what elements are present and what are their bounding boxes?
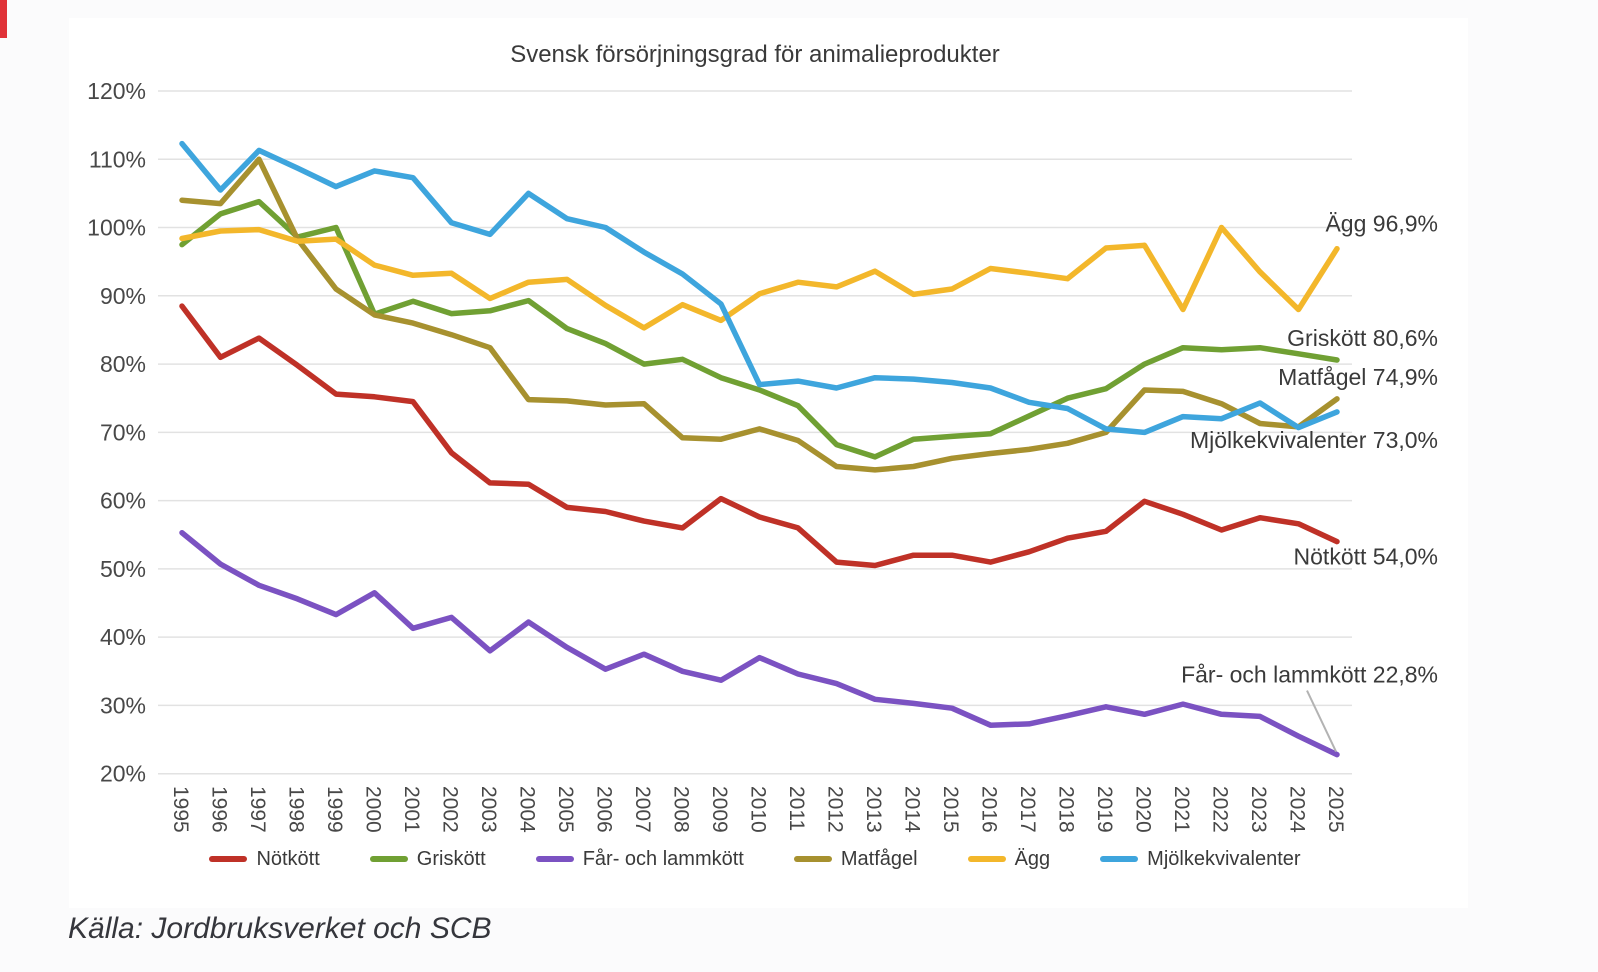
legend-item: Mjölkekvivalenter <box>1100 847 1301 871</box>
legend-swatch-icon <box>793 856 832 862</box>
y-axis-label-100: 100% <box>87 215 146 241</box>
x-axis-label-2018: 2018 <box>1055 786 1078 833</box>
y-axis-label-50: 50% <box>100 556 146 582</box>
series-line-0 <box>179 303 1340 569</box>
legend-label: Får- och lammkött <box>582 847 744 870</box>
x-axis-label-2022: 2022 <box>1209 786 1232 833</box>
x-axis-label-2020: 2020 <box>1132 786 1155 833</box>
source-note: Källa: Jordbruksverket och SCB <box>68 912 492 945</box>
x-axis-label-2016: 2016 <box>978 786 1001 833</box>
series-end-label-5: Mjölkekvivalenter 73,0% <box>1190 427 1438 453</box>
x-axis-label-2015: 2015 <box>939 786 962 833</box>
chart-panel <box>69 18 1468 908</box>
x-axis-label-2024: 2024 <box>1286 786 1309 833</box>
x-axis-label-1997: 1997 <box>246 786 269 833</box>
x-axis-label-2019: 2019 <box>1093 786 1116 833</box>
x-axis-label-2001: 2001 <box>400 786 423 833</box>
legend-swatch-icon <box>209 856 248 862</box>
series-end-label-0: Nötkött 54,0% <box>1294 544 1438 570</box>
x-axis-label-2023: 2023 <box>1247 786 1270 833</box>
x-axis-label-1998: 1998 <box>285 786 308 833</box>
x-axis-label-2000: 2000 <box>362 786 385 833</box>
series-end-label-3: Matfågel 74,9% <box>1278 364 1438 390</box>
series-line-4 <box>179 224 1340 331</box>
series-line-2 <box>179 529 1340 758</box>
x-axis-label-2009: 2009 <box>708 786 731 833</box>
x-axis-label-2014: 2014 <box>901 786 924 833</box>
x-axis-label-2010: 2010 <box>747 786 770 833</box>
legend-item: Griskött <box>369 847 486 871</box>
y-axis-label-90: 90% <box>100 283 146 309</box>
legend-item: Nötkött <box>209 847 320 871</box>
chart-title: Svensk försörjningsgrad för animalieprod… <box>510 41 1000 68</box>
x-axis-label-1996: 1996 <box>208 786 231 833</box>
label-leader-line <box>1306 690 1337 753</box>
legend-swatch-icon <box>535 856 574 862</box>
series-end-label-2: Får- och lammkött 22,8% <box>1181 662 1438 688</box>
y-axis-label-120: 120% <box>87 78 146 104</box>
x-axis-label-2025: 2025 <box>1324 786 1347 833</box>
legend-swatch-icon <box>1100 856 1139 862</box>
series-line-1 <box>179 198 1340 460</box>
x-axis-label-2017: 2017 <box>1016 786 1039 833</box>
x-axis-label-2004: 2004 <box>516 786 539 833</box>
legend-item: Får- och lammkött <box>535 847 744 871</box>
legend-label: Ägg <box>1014 847 1051 870</box>
legend-label: Mjölkekvivalenter <box>1147 847 1301 870</box>
series-line-3 <box>179 156 1340 473</box>
y-axis-label-60: 60% <box>100 488 146 514</box>
legend-label: Nötkött <box>256 847 320 870</box>
chart-legend: Nötkött Griskött Får- och lammkött Matfågel… <box>158 844 1352 874</box>
x-axis-label-2008: 2008 <box>670 786 693 833</box>
x-axis-label-2013: 2013 <box>862 786 885 833</box>
x-axis-label-2011: 2011 <box>785 786 808 831</box>
red-accent-strip <box>0 0 7 38</box>
legend-swatch-icon <box>369 856 408 862</box>
x-axis-label-2012: 2012 <box>824 786 847 833</box>
legend-label: Griskött <box>416 847 486 870</box>
series-line-5 <box>179 140 1340 436</box>
y-axis-label-70: 70% <box>100 419 146 445</box>
legend-item: Ägg <box>967 847 1051 871</box>
x-axis-label-2005: 2005 <box>554 786 577 833</box>
y-axis-label-110: 110% <box>89 146 146 172</box>
x-axis-label-1999: 1999 <box>323 786 346 833</box>
y-axis-label-80: 80% <box>100 351 146 377</box>
x-axis-label-2021: 2021 <box>1170 786 1193 833</box>
series-end-label-1: Griskött 80,6% <box>1287 325 1438 351</box>
x-axis-label-1995: 1995 <box>169 786 192 833</box>
legend-swatch-icon <box>967 856 1006 862</box>
y-axis-label-20: 20% <box>100 761 146 787</box>
x-axis-label-2007: 2007 <box>631 786 654 833</box>
y-axis-label-30: 30% <box>100 692 146 718</box>
legend-label: Matfågel <box>840 847 918 870</box>
series-end-label-4: Ägg 96,9% <box>1325 211 1438 237</box>
x-axis-label-2006: 2006 <box>593 786 616 833</box>
x-axis-label-2002: 2002 <box>439 786 462 833</box>
x-axis-label-2003: 2003 <box>477 786 500 833</box>
legend-item: Matfågel <box>793 847 918 871</box>
y-axis-label-40: 40% <box>100 624 146 650</box>
